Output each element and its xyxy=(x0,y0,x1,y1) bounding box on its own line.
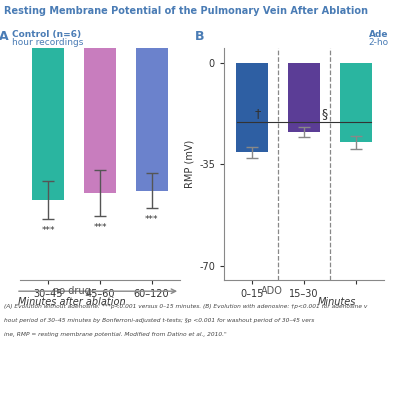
Text: †: † xyxy=(254,108,261,120)
Text: ADO: ADO xyxy=(261,286,283,296)
Text: Minutes after ablation: Minutes after ablation xyxy=(18,297,126,307)
Text: ***: *** xyxy=(145,215,158,224)
Text: ine, RMP = resting membrane potential. Modified from Datino et al., 2010.": ine, RMP = resting membrane potential. M… xyxy=(4,332,227,337)
Bar xyxy=(136,48,168,190)
Text: Minutes: Minutes xyxy=(318,297,356,307)
Bar xyxy=(288,62,320,132)
Text: ***: *** xyxy=(93,222,107,232)
Text: ***: *** xyxy=(42,226,55,235)
Bar xyxy=(32,48,64,200)
Text: Control (n=6): Control (n=6) xyxy=(12,30,81,39)
Bar xyxy=(84,48,116,193)
Bar xyxy=(340,62,372,142)
Text: B: B xyxy=(195,30,205,43)
Text: Ade: Ade xyxy=(368,30,388,39)
Text: 2-ho: 2-ho xyxy=(368,38,388,46)
Text: Resting Membrane Potential of the Pulmonary Vein After Ablation: Resting Membrane Potential of the Pulmon… xyxy=(4,6,368,16)
Bar xyxy=(236,62,268,152)
Text: hout period of 30–45 minutes by Bonferroni-adjusted t-tests; §p <0.001 for washo: hout period of 30–45 minutes by Bonferro… xyxy=(4,318,314,323)
Y-axis label: RMP (mV): RMP (mV) xyxy=(185,140,195,188)
Text: (A) Evolution without adenosine: ***p<0.001 versus 0–15 minutes. (B) Evolution w: (A) Evolution without adenosine: ***p<0.… xyxy=(4,304,367,309)
Text: A: A xyxy=(0,30,9,43)
Text: hour recordings: hour recordings xyxy=(12,38,83,46)
Text: no drug: no drug xyxy=(53,286,91,296)
Text: §: § xyxy=(322,108,328,120)
